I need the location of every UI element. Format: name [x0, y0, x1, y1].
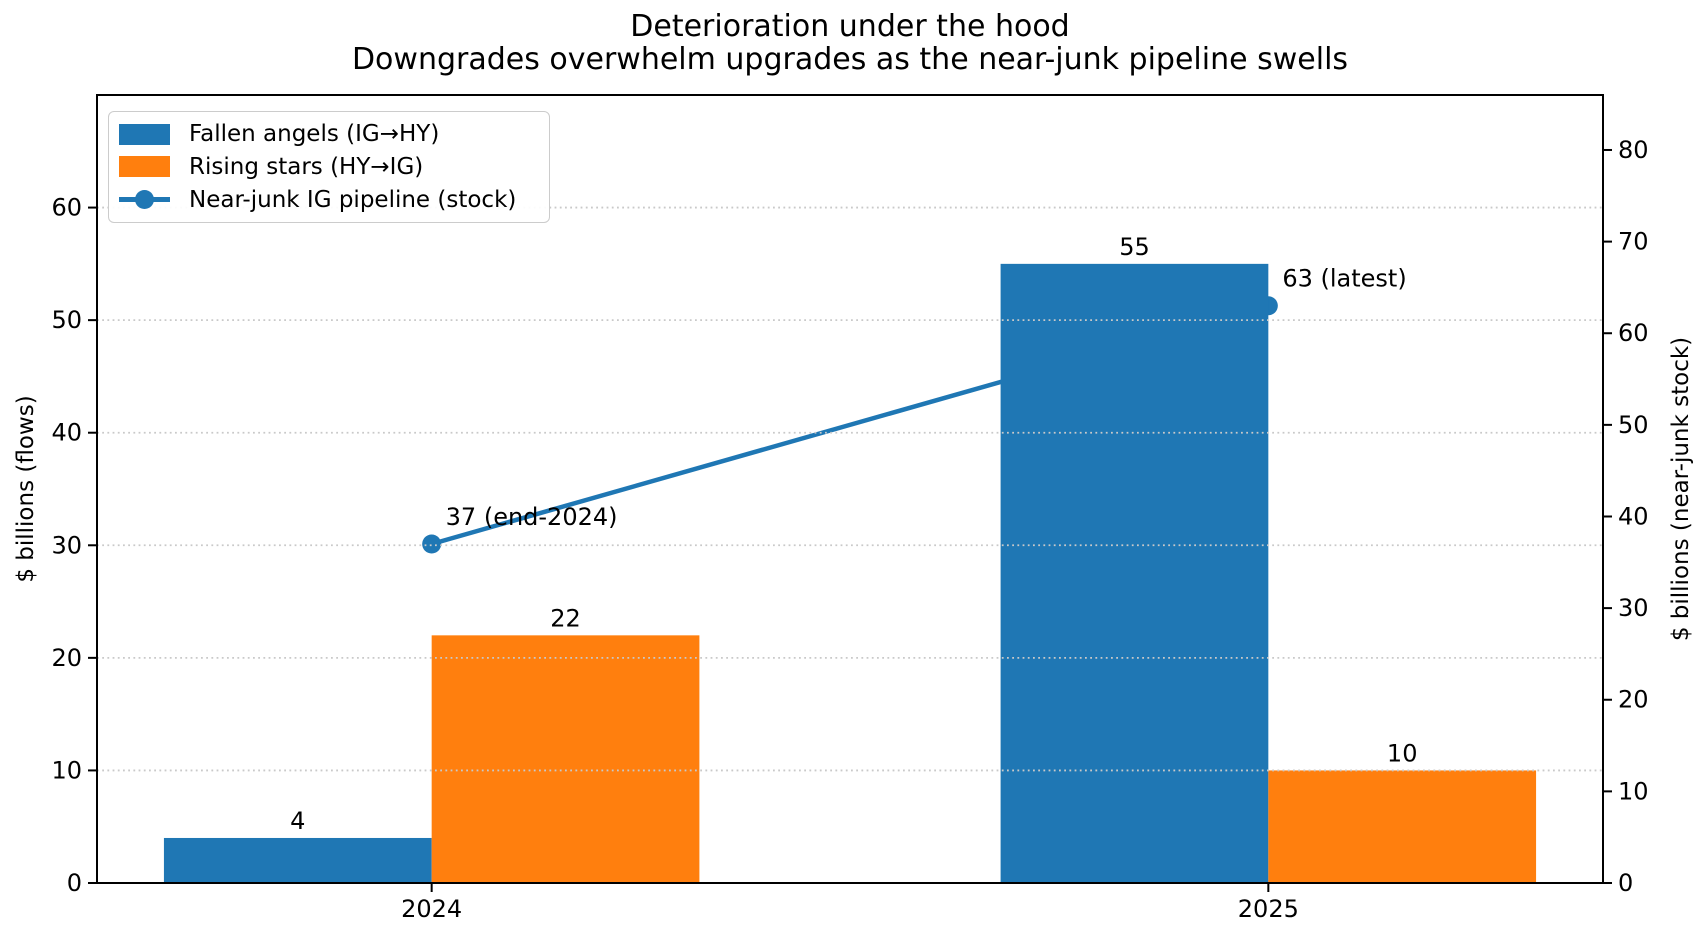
- y-left-tick-label: 50: [51, 306, 82, 334]
- bar-fallen-angels-2025: [1000, 263, 1269, 883]
- y-right-tick-label: 40: [1618, 502, 1649, 530]
- legend-label-pipeline: Near-junk IG pipeline (stock): [189, 186, 517, 213]
- y-right-tick-label: 30: [1618, 594, 1649, 622]
- y-right-tick-label: 10: [1618, 777, 1649, 805]
- legend-swatch-fallen-angels: [119, 123, 170, 145]
- x-tick-label: 2024: [401, 895, 462, 923]
- y-right-tick-label: 80: [1618, 136, 1649, 164]
- bar-value-label: 55: [1119, 233, 1150, 261]
- y-left-tick-label: 0: [67, 869, 82, 897]
- y-right-tick-label: 20: [1618, 686, 1649, 714]
- line-annotation: 63 (latest): [1282, 265, 1406, 293]
- bar-rising-stars-2025: [1268, 770, 1537, 883]
- legend: Fallen angels (IG→HY) Rising stars (HY→I…: [108, 111, 550, 223]
- chart-title-line1: Deterioration under the hood: [630, 9, 1070, 44]
- bar-value-label: 10: [1387, 739, 1418, 767]
- legend-swatch-rising-stars: [119, 156, 170, 178]
- y-left-tick-label: 10: [51, 756, 82, 784]
- bar-value-label: 4: [290, 807, 305, 835]
- y-left-tick-label: 40: [51, 419, 82, 447]
- bar-value-label: 22: [550, 604, 581, 632]
- bar-fallen-angels-2024: [163, 837, 432, 883]
- y-left-tick-label: 30: [51, 531, 82, 559]
- legend-label-rising-stars: Rising stars (HY→IG): [189, 153, 424, 180]
- bar-rising-stars-2024: [431, 635, 700, 883]
- plot-spines: [96, 94, 1604, 884]
- legend-line-sample-icon: [119, 189, 170, 210]
- y-right-tick-label: 60: [1618, 319, 1649, 347]
- y-right-tick-label: 0: [1618, 869, 1633, 897]
- chart-title-line2: Downgrades overwhelm upgrades as the nea…: [351, 42, 1349, 77]
- pipeline-marker-2024: [422, 534, 442, 554]
- line-annotation: 37 (end-2024): [446, 503, 618, 531]
- y-left-tick-label: 60: [51, 194, 82, 222]
- legend-label-fallen-angels: Fallen angels (IG→HY): [189, 121, 440, 148]
- legend-entry-pipeline: Near-junk IG pipeline (stock): [119, 184, 549, 216]
- legend-entry-fallen-angels: Fallen angels (IG→HY): [119, 118, 549, 150]
- y-left-tick-label: 20: [51, 644, 82, 672]
- chart-title: Deterioration under the hood Downgrades …: [352, 10, 1348, 76]
- y-right-tick-label: 50: [1618, 411, 1649, 439]
- y-right-tick-label: 70: [1618, 228, 1649, 256]
- legend-entry-rising-stars: Rising stars (HY→IG): [119, 151, 549, 183]
- x-tick-label: 2025: [1238, 895, 1299, 923]
